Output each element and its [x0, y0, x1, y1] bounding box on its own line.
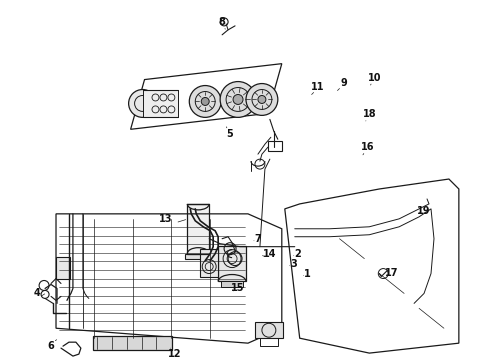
Text: 4: 4: [34, 288, 41, 298]
Circle shape: [128, 90, 156, 117]
Bar: [200, 249, 218, 276]
Bar: [143, 90, 178, 117]
Text: 6: 6: [48, 341, 54, 351]
Circle shape: [246, 84, 278, 116]
Bar: [185, 254, 211, 258]
Text: 19: 19: [417, 206, 431, 216]
Circle shape: [258, 95, 266, 103]
Text: 15: 15: [231, 283, 245, 293]
Bar: [218, 246, 246, 282]
Text: 7: 7: [255, 234, 261, 244]
Text: 10: 10: [368, 73, 381, 82]
Text: 13: 13: [159, 214, 172, 224]
Text: 12: 12: [168, 349, 181, 359]
Text: 16: 16: [361, 142, 374, 152]
Text: 18: 18: [363, 109, 376, 120]
Text: 1: 1: [304, 269, 311, 279]
Circle shape: [201, 98, 209, 105]
Circle shape: [189, 86, 221, 117]
Text: 8: 8: [219, 17, 225, 27]
Bar: [255, 322, 283, 338]
Text: 14: 14: [263, 249, 277, 258]
Circle shape: [233, 94, 243, 104]
Text: 5: 5: [227, 129, 233, 139]
Bar: [56, 257, 70, 279]
Bar: [260, 338, 278, 346]
Bar: [268, 141, 282, 151]
Text: 3: 3: [291, 258, 297, 269]
Text: 9: 9: [340, 77, 347, 87]
Text: 17: 17: [385, 267, 398, 278]
Text: 2: 2: [294, 249, 301, 258]
Bar: [93, 336, 172, 350]
Text: 11: 11: [311, 81, 324, 91]
Circle shape: [220, 82, 256, 117]
Bar: [187, 204, 209, 254]
Bar: [221, 282, 243, 287]
